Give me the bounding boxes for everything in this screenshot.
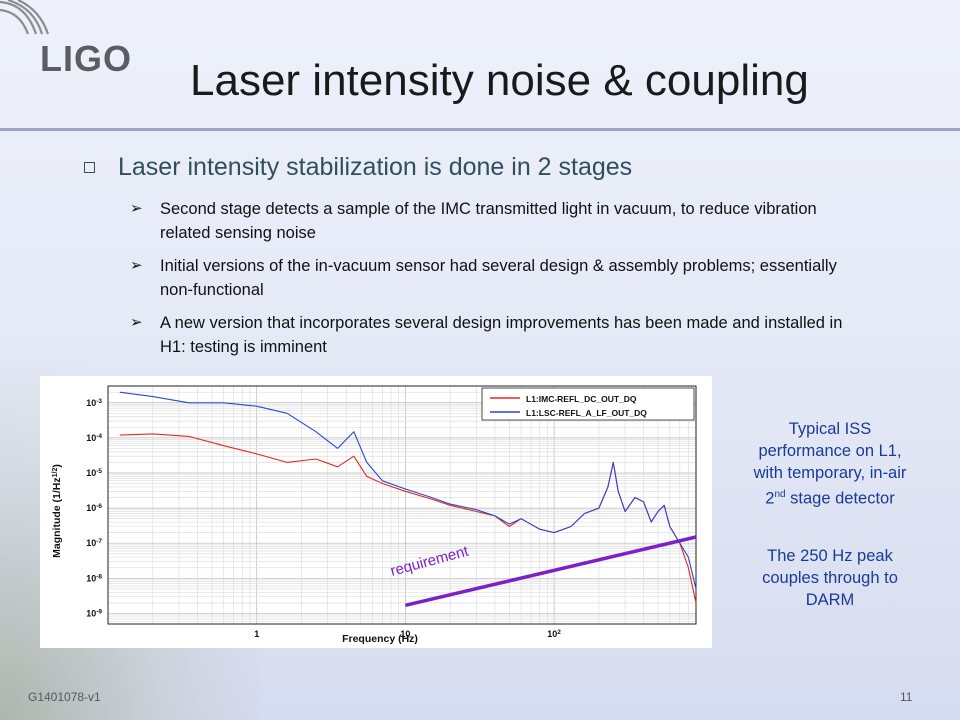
arrow-bullet-icon: ➢ xyxy=(130,257,143,274)
slide-title: Laser intensity noise & coupling xyxy=(190,56,809,105)
x-tick-label: 102 xyxy=(547,629,561,640)
iss-spectrum-chart: 1 10 102 10-3 10-4 10-5 10-6 10-7 10-8 10-9 L1:IM… xyxy=(40,376,712,648)
x-tick-label: 10 xyxy=(400,629,410,639)
y-tick-label: 10-6 xyxy=(86,503,102,514)
caption-text: 2 xyxy=(765,489,775,508)
series-layer xyxy=(119,391,697,608)
x-axis-label: Frequency (Hz) xyxy=(342,633,418,645)
caption-superscript: nd xyxy=(774,489,786,500)
arrow-bullet-icon: ➢ xyxy=(130,314,143,331)
sub-bullet-text: Initial versions of the in-vacuum sensor… xyxy=(160,257,837,299)
requirement-line xyxy=(404,535,697,608)
page-number: 11 xyxy=(900,690,913,704)
caption-line: Typical ISS xyxy=(788,420,872,438)
caption-text: stage detector xyxy=(785,489,895,508)
legend-label: L1:LSC-REFL_A_LF_OUT_DQ xyxy=(526,408,647,418)
caption-peak: The 250 Hz peak couples through to DARM xyxy=(728,545,932,611)
square-bullet-icon xyxy=(84,162,95,173)
ligo-logo: LIGO xyxy=(40,38,132,79)
y-axis-label: Magnitude (1/Hz1/2) xyxy=(51,464,63,558)
main-bullet-text: Laser intensity stabilization is done in… xyxy=(118,153,633,181)
series-line xyxy=(119,391,697,590)
sub-bullet: ➢ Initial versions of the in-vacuum sens… xyxy=(130,254,850,302)
ligo-swirl-icon xyxy=(0,0,50,35)
caption-performance: Typical ISS performance on L1, with temp… xyxy=(728,418,932,510)
sub-bullet-text: A new version that incorporates several … xyxy=(160,314,843,356)
y-tick-label: 10-3 xyxy=(86,397,102,408)
caption-line: couples through to xyxy=(762,569,898,587)
y-tick-label: 10-9 xyxy=(86,608,102,619)
caption-line: The 250 Hz peak xyxy=(767,547,893,565)
title-divider xyxy=(0,128,960,131)
legend-label: L1:IMC-REFL_DC_OUT_DQ xyxy=(526,394,637,404)
x-tick-label: 1 xyxy=(254,629,259,639)
caption-line: 2nd stage detector xyxy=(728,484,932,510)
legend-box xyxy=(481,387,695,421)
caption-line: DARM xyxy=(805,591,855,609)
requirement-label: requirement xyxy=(389,543,472,580)
y-tick-label: 10-8 xyxy=(86,573,102,584)
grid-layer xyxy=(107,385,697,625)
legend: L1:IMC-REFL_DC_OUT_DQ L1:LSC-REFL_A_LF_O… xyxy=(481,387,695,421)
chart-svg: 1 10 102 10-3 10-4 10-5 10-6 10-7 10-8 10-9 L1:IM… xyxy=(51,385,697,645)
y-tick-label: 10-7 xyxy=(86,538,102,549)
sub-bullet-text: Second stage detects a sample of the IMC… xyxy=(160,200,817,242)
document-id: G1401078-v1 xyxy=(28,690,101,704)
caption-line: performance on L1, xyxy=(758,442,902,460)
tick-layer: 1 10 102 10-3 10-4 10-5 10-6 10-7 10-8 10-9 xyxy=(86,397,561,639)
y-tick-label: 10-4 xyxy=(86,432,102,443)
plot-frame xyxy=(107,385,697,625)
arrow-bullet-icon: ➢ xyxy=(130,200,143,217)
y-tick-label: 10-5 xyxy=(86,467,102,478)
caption-line: with temporary, in-air xyxy=(753,464,907,482)
sub-bullet: ➢ Second stage detects a sample of the I… xyxy=(130,197,850,245)
sub-bullet: ➢ A new version that incorporates severa… xyxy=(130,311,850,359)
